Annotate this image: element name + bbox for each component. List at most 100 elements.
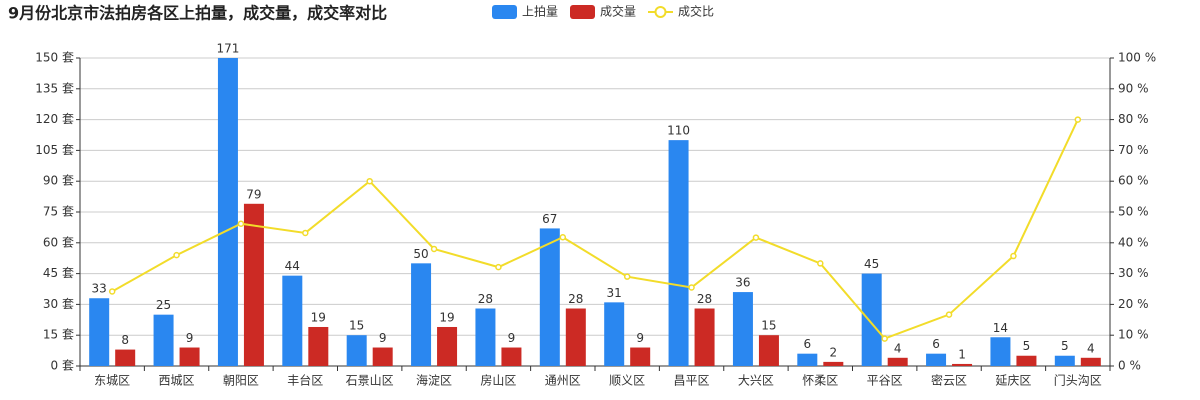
y-tick-label: 45 套	[43, 266, 74, 280]
bar	[823, 361, 844, 366]
bar-value-label: 28	[478, 292, 493, 306]
x-tick-label: 海淀区	[416, 373, 452, 388]
x-tick-label: 西城区	[159, 374, 195, 388]
y-tick-label: 60 套	[43, 235, 74, 249]
y2-tick-label: 0 %	[1118, 359, 1141, 373]
line-point	[495, 263, 502, 271]
bar-value-label: 44	[285, 259, 300, 273]
y2-tick-label: 30 %	[1118, 266, 1149, 280]
line-point	[302, 229, 309, 237]
bar	[990, 337, 1011, 366]
bar	[501, 347, 522, 366]
bar	[694, 308, 715, 366]
bar-value-label: 9	[508, 331, 516, 345]
line-point	[173, 251, 180, 259]
bar-value-label: 6	[932, 337, 940, 351]
x-tick-label: 顺义区	[609, 374, 645, 388]
bar-value-label: 14	[993, 321, 1008, 335]
line-point	[559, 234, 567, 241]
line-point	[1074, 116, 1082, 123]
y2-tick-label: 100 %	[1118, 51, 1156, 65]
bar-value-label: 31	[607, 286, 622, 300]
bar	[217, 58, 238, 366]
bar-value-label: 4	[1087, 341, 1095, 355]
bar-value-label: 2	[829, 345, 837, 359]
line-point	[817, 260, 824, 267]
bar-value-label: 33	[92, 282, 107, 296]
line-point	[237, 220, 245, 227]
line-point	[366, 177, 373, 185]
y-tick-label: 75 套	[43, 205, 74, 219]
x-tick-label: 东城区	[94, 374, 130, 388]
y-tick-label: 135 套	[35, 81, 74, 95]
bar	[668, 140, 689, 366]
bar-value-label: 19	[311, 310, 326, 324]
line-point	[1010, 252, 1017, 260]
x-tick-label: 平谷区	[867, 374, 903, 388]
bar-value-label: 4	[894, 341, 902, 355]
bar	[758, 335, 779, 366]
bar	[411, 263, 432, 366]
x-tick-label: 延庆区	[995, 374, 1031, 388]
bars	[89, 58, 1101, 366]
legend-label: 上拍量	[522, 4, 558, 19]
bar	[887, 357, 908, 366]
x-tick-label: 丰台区	[287, 373, 323, 388]
bar	[282, 275, 303, 366]
x-tick-label: 朝阳区	[223, 374, 259, 388]
bar-value-label: 15	[349, 319, 364, 333]
overlay: 0 套 15 套 30 套 45 套 60 套 75 套 90 套 105 套 120 套 135…	[35, 4, 1156, 388]
x-tick-label: 石景山区	[346, 374, 394, 388]
line-point	[945, 311, 953, 318]
bar-value-label: 9	[636, 331, 644, 345]
bar-value-label: 110	[667, 124, 690, 138]
bar-value-label: 28	[568, 292, 583, 306]
bar	[243, 203, 264, 366]
bar	[372, 347, 393, 366]
bar-value-label: 36	[735, 276, 750, 290]
x-tick-label: 昌平区	[674, 374, 710, 388]
legend-swatch	[570, 5, 595, 19]
bar	[115, 349, 136, 366]
bar	[926, 353, 947, 366]
x-tick-label: 通州区	[545, 374, 581, 388]
y2-tick-label: 70 %	[1118, 143, 1149, 157]
bar-value-label: 28	[697, 292, 712, 306]
bar-value-label: 5	[1023, 339, 1031, 353]
bar-value-label: 45	[864, 257, 879, 271]
bar	[604, 302, 625, 366]
y2-tick-label: 50 %	[1118, 205, 1149, 219]
bar	[1016, 355, 1037, 366]
y-tick-label: 30 套	[43, 297, 74, 311]
bar	[346, 335, 367, 366]
bar	[437, 326, 458, 366]
bar	[732, 292, 753, 366]
y2-tick-label: 80 %	[1118, 112, 1149, 126]
bar-value-label: 19	[439, 310, 454, 324]
legend-swatch	[492, 5, 517, 19]
line-point	[623, 273, 631, 280]
chart-title: 9月份北京市法拍房各区上拍量，成交量，成交率对比	[8, 4, 387, 23]
bar	[153, 314, 174, 366]
legend-marker	[654, 6, 667, 18]
x-tick-label: 大兴区	[738, 374, 774, 388]
y2-tick-label: 90 %	[1118, 81, 1149, 95]
bar-value-label: 50	[413, 247, 428, 261]
x-tick-label: 怀柔区	[802, 374, 838, 388]
y-tick-label: 0 套	[51, 359, 74, 373]
y-tick-label: 105 套	[35, 143, 74, 157]
legend-label: 成交比	[678, 4, 714, 19]
y-tick-label: 90 套	[43, 174, 74, 188]
y-tick-label: 15 套	[43, 328, 74, 342]
bar-value-label: 79	[246, 187, 261, 201]
line	[111, 119, 1079, 340]
bar	[952, 363, 973, 366]
bar-value-label: 25	[156, 298, 171, 312]
bar-value-label: 5	[1061, 339, 1069, 353]
bar	[89, 298, 110, 366]
bar	[565, 308, 586, 366]
y2-tick-label: 60 %	[1118, 174, 1149, 188]
bar	[861, 273, 882, 366]
line-point	[688, 284, 695, 291]
